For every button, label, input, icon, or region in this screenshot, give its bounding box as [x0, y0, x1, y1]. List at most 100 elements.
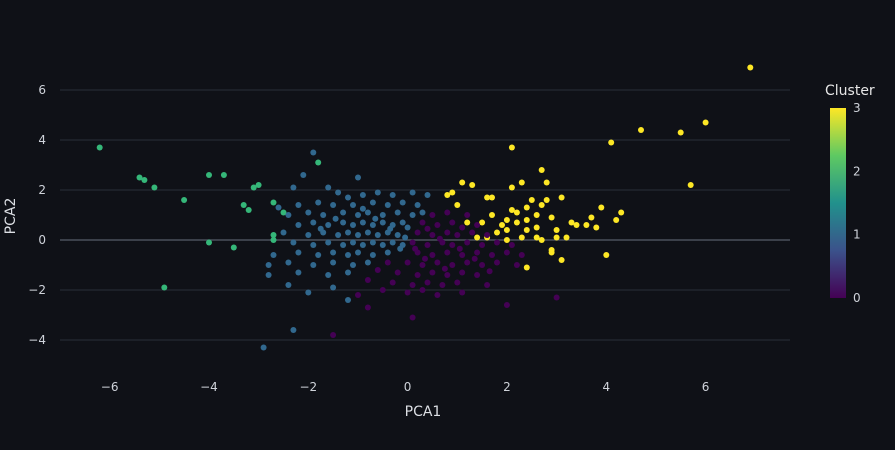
data-point-cluster-2 — [270, 232, 277, 238]
data-point-cluster-1 — [397, 245, 404, 252]
data-point-cluster-3 — [469, 182, 476, 188]
data-point-cluster-1 — [399, 219, 406, 226]
data-point-cluster-0 — [459, 252, 466, 258]
data-point-cluster-1 — [345, 252, 351, 258]
data-point-cluster-0 — [414, 229, 421, 236]
data-point-cluster-1 — [300, 172, 307, 178]
data-point-cluster-0 — [419, 219, 426, 226]
data-point-cluster-3 — [613, 217, 620, 223]
data-point-cluster-2 — [181, 197, 188, 203]
data-point-cluster-1 — [290, 184, 297, 191]
data-point-cluster-3 — [747, 64, 754, 71]
data-point-cluster-3 — [638, 127, 644, 133]
data-point-cluster-2 — [315, 159, 322, 166]
data-point-cluster-1 — [335, 189, 342, 196]
data-point-cluster-1 — [295, 202, 302, 208]
data-point-cluster-1 — [364, 209, 371, 216]
data-point-cluster-1 — [364, 229, 371, 236]
data-point-cluster-1 — [399, 199, 406, 206]
data-point-cluster-0 — [429, 232, 436, 238]
data-point-cluster-3 — [523, 204, 530, 211]
data-point-cluster-1 — [369, 239, 376, 246]
data-point-cluster-0 — [494, 239, 500, 246]
data-point-cluster-1 — [359, 219, 366, 226]
data-point-cluster-0 — [374, 267, 381, 273]
data-point-cluster-0 — [434, 292, 441, 298]
data-point-cluster-1 — [265, 272, 272, 278]
data-point-cluster-3 — [687, 182, 694, 188]
data-point-cluster-0 — [489, 252, 495, 258]
data-point-cluster-3 — [518, 234, 525, 241]
data-point-cluster-3 — [508, 207, 515, 213]
data-point-cluster-3 — [603, 252, 610, 258]
data-point-cluster-0 — [412, 245, 419, 252]
colorbar-gradient — [830, 108, 846, 298]
data-point-cluster-1 — [394, 232, 401, 238]
y-tick-label: 0 — [38, 233, 46, 247]
data-point-cluster-1 — [404, 224, 411, 231]
data-point-cluster-1 — [305, 209, 312, 216]
x-tick-label: 4 — [602, 380, 610, 394]
data-point-cluster-1 — [330, 284, 337, 291]
data-point-cluster-3 — [528, 197, 535, 203]
data-point-cluster-1 — [315, 252, 322, 258]
data-point-cluster-3 — [598, 204, 605, 211]
data-point-cluster-3 — [563, 234, 570, 241]
data-point-cluster-2 — [206, 172, 212, 178]
data-point-cluster-3 — [518, 179, 525, 186]
data-point-cluster-3 — [548, 249, 555, 256]
data-point-cluster-1 — [280, 229, 287, 236]
data-point-cluster-3 — [513, 209, 520, 216]
y-axis-ticks: −4 −2 0 2 4 6 — [28, 83, 46, 347]
data-point-cluster-0 — [449, 242, 456, 248]
data-point-cluster-0 — [429, 252, 436, 258]
x-axis-title: PCA1 — [405, 404, 442, 420]
data-point-cluster-2 — [255, 182, 262, 188]
data-point-cluster-1 — [290, 239, 297, 246]
data-point-cluster-2 — [270, 199, 277, 206]
data-point-cluster-1 — [325, 272, 332, 278]
data-points — [96, 64, 754, 351]
colorbar-title: Cluster — [825, 83, 875, 99]
data-point-cluster-0 — [479, 242, 486, 248]
data-point-cluster-0 — [434, 259, 441, 266]
data-point-cluster-0 — [444, 209, 451, 216]
data-point-cluster-1 — [374, 232, 381, 238]
y-tick-label: 6 — [38, 83, 46, 97]
data-point-cluster-1 — [295, 269, 302, 276]
data-point-cluster-1 — [394, 209, 401, 216]
data-point-cluster-2 — [270, 237, 277, 243]
data-point-cluster-3 — [538, 202, 545, 208]
data-point-cluster-1 — [359, 192, 366, 198]
data-point-cluster-1 — [305, 232, 312, 238]
x-tick-label: −6 — [101, 380, 119, 394]
data-point-cluster-3 — [568, 219, 575, 226]
data-point-cluster-1 — [414, 202, 421, 208]
data-point-cluster-2 — [141, 177, 148, 183]
data-point-cluster-0 — [384, 259, 391, 266]
grid-lines — [60, 89, 790, 341]
data-point-cluster-0 — [409, 314, 416, 321]
data-point-cluster-3 — [548, 214, 555, 221]
data-point-cluster-3 — [543, 197, 550, 203]
data-point-cluster-3 — [573, 222, 580, 228]
data-point-cluster-0 — [479, 262, 486, 268]
data-point-cluster-2 — [161, 284, 168, 291]
data-point-cluster-1 — [372, 215, 379, 222]
data-point-cluster-0 — [454, 232, 461, 238]
data-point-cluster-0 — [474, 222, 481, 228]
data-point-cluster-0 — [484, 282, 491, 288]
data-point-cluster-1 — [340, 209, 347, 216]
data-point-cluster-1 — [310, 149, 317, 156]
data-point-cluster-0 — [444, 229, 451, 236]
data-point-cluster-1 — [325, 239, 332, 246]
data-point-cluster-0 — [553, 294, 560, 301]
data-point-cluster-0 — [404, 289, 411, 296]
data-point-cluster-3 — [513, 219, 520, 226]
data-point-cluster-1 — [320, 212, 327, 218]
data-point-cluster-1 — [317, 225, 324, 232]
data-point-cluster-1 — [310, 219, 317, 226]
data-point-cluster-1 — [369, 222, 376, 228]
data-point-cluster-2 — [240, 202, 247, 208]
data-point-cluster-1 — [285, 282, 292, 288]
